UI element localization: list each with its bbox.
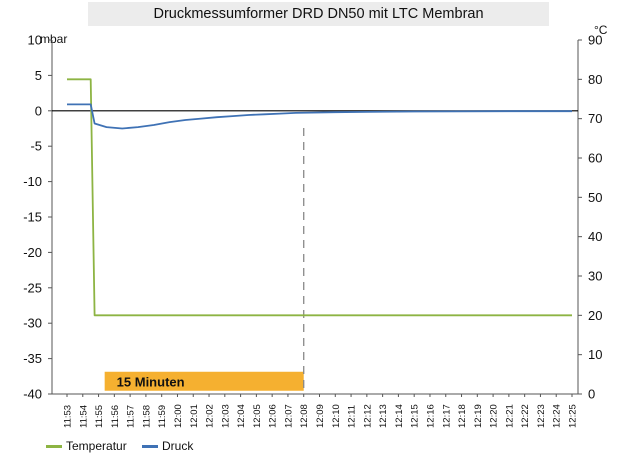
x-tick-label: 12:11 xyxy=(347,405,358,428)
left-tick-label: -40 xyxy=(23,387,42,402)
annotation-label: 15 Minuten xyxy=(117,374,185,389)
druck-swatch xyxy=(142,444,158,448)
legend-item-temperatur: Temperatur xyxy=(46,439,127,453)
x-tick-label: 12:20 xyxy=(489,404,500,428)
temperatur-swatch xyxy=(46,444,62,448)
x-tick-label: 12:08 xyxy=(299,404,310,428)
x-tick-label: 12:22 xyxy=(520,404,531,428)
right-tick-label: 60 xyxy=(588,151,602,166)
x-tick-label: 12:25 xyxy=(568,404,579,428)
x-tick-label: 12:09 xyxy=(315,404,326,428)
left-tick-label: -5 xyxy=(30,139,42,154)
x-tick-label: 12:23 xyxy=(536,404,547,428)
x-tick-label: 12:10 xyxy=(331,404,342,428)
left-axis-ticks: 10 5 0 -5 -10 -15 -20 -25 -30 -35 -40 xyxy=(23,33,52,402)
left-tick-label: -15 xyxy=(23,210,42,225)
x-tick-label: 12:02 xyxy=(205,404,216,428)
right-tick-label: 70 xyxy=(588,111,602,126)
x-axis-ticks: 11:53 11:54 11:55 11:56 11:57 11:58 11:59 12:00… xyxy=(63,394,579,428)
x-tick-label: 12:05 xyxy=(252,404,263,428)
x-tick-label: 12:01 xyxy=(189,404,200,428)
x-tick-label: 12:13 xyxy=(378,404,389,428)
x-tick-label: 12:14 xyxy=(394,404,405,428)
right-axis-unit: °C xyxy=(594,23,608,37)
x-tick-label: 12:17 xyxy=(441,404,452,428)
left-tick-label: 0 xyxy=(35,103,42,118)
left-tick-label: 5 xyxy=(35,68,42,83)
left-tick-label: -20 xyxy=(23,245,42,260)
x-tick-label: 12:07 xyxy=(283,404,294,428)
x-tick-label: 12:21 xyxy=(504,404,515,428)
right-tick-label: 40 xyxy=(588,229,602,244)
left-tick-label: -35 xyxy=(23,351,42,366)
left-tick-label: -30 xyxy=(23,316,42,331)
right-tick-label: 80 xyxy=(588,72,602,87)
right-tick-label: 30 xyxy=(588,269,602,284)
x-tick-label: 12:06 xyxy=(268,404,279,428)
x-tick-label: 11:54 xyxy=(78,405,89,428)
left-axis-unit: mbar xyxy=(40,32,68,46)
x-tick-label: 11:57 xyxy=(126,405,137,428)
left-tick-label: 10 xyxy=(28,33,42,48)
x-tick-label: 11:56 xyxy=(110,405,121,428)
left-tick-label: -25 xyxy=(23,280,42,295)
chart-title: Druckmessumformer DRD DN50 mit LTC Membr… xyxy=(88,2,549,26)
left-tick-label: -10 xyxy=(23,174,42,189)
x-tick-label: 12:24 xyxy=(552,404,563,428)
series-line-temperatur xyxy=(67,78,572,317)
x-tick-label: 11:53 xyxy=(63,405,74,428)
legend-item-druck: Druck xyxy=(142,439,193,453)
x-tick-label: 12:15 xyxy=(410,404,421,428)
right-tick-label: 10 xyxy=(588,347,602,362)
x-tick-label: 12:00 xyxy=(173,404,184,428)
x-tick-label: 12:12 xyxy=(362,404,373,428)
legend-label-druck: Druck xyxy=(162,439,194,453)
x-tick-label: 12:18 xyxy=(457,404,468,428)
x-tick-label: 12:03 xyxy=(220,404,231,428)
plot-area: 15 Minuten xyxy=(51,40,579,395)
right-tick-label: 90 xyxy=(588,33,602,48)
right-axis-ticks: 90 80 70 60 50 40 30 20 10 0 xyxy=(578,33,602,402)
x-tick-label: 12:16 xyxy=(425,404,436,428)
x-tick-label: 12:19 xyxy=(473,404,484,428)
right-tick-label: 0 xyxy=(588,387,595,402)
x-tick-label: 11:59 xyxy=(157,405,168,428)
right-tick-label: 50 xyxy=(588,190,602,205)
x-tick-label: 12:04 xyxy=(236,404,247,428)
right-tick-label: 20 xyxy=(588,308,602,323)
x-tick-label: 11:58 xyxy=(141,405,152,428)
x-tick-label: 11:55 xyxy=(94,405,105,428)
legend-label-temperatur: Temperatur xyxy=(66,439,127,453)
series-line-druck xyxy=(67,103,572,130)
annotation-bar xyxy=(104,371,304,391)
